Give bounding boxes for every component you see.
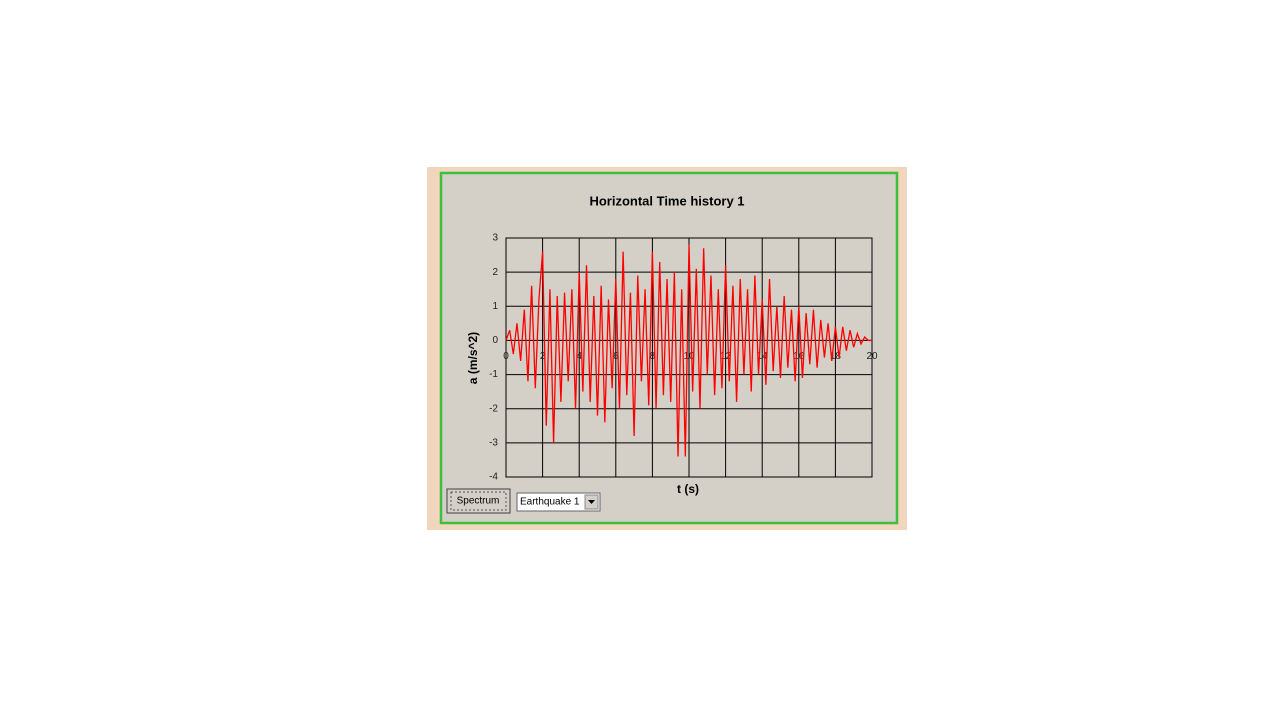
- y-axis-label: a (m/s^2): [466, 332, 480, 384]
- y-tick-label: 1: [492, 301, 498, 312]
- y-tick-label: -3: [489, 437, 498, 448]
- x-tick-label: 20: [866, 351, 878, 362]
- y-tick-label: -2: [489, 403, 498, 414]
- y-tick-label: -4: [489, 472, 498, 483]
- x-tick-label: 10: [683, 351, 695, 362]
- x-tick-label: 2: [540, 351, 546, 362]
- x-tick-label: 4: [576, 351, 582, 362]
- dropdown[interactable]: Earthquake 1: [516, 492, 601, 512]
- dropdown-value[interactable]: Earthquake 1: [520, 497, 580, 508]
- dropdown-box[interactable]: [516, 492, 601, 512]
- chart-title: Horizontal Time history 1: [589, 193, 744, 208]
- button[interactable]: Spectrum: [446, 488, 511, 514]
- y-tick-label: 3: [492, 233, 498, 244]
- x-axis-label: t (s): [677, 482, 699, 496]
- x-tick-label: 8: [650, 351, 656, 362]
- dropdown-arrow: [588, 500, 595, 504]
- button-frame[interactable]: [446, 488, 511, 514]
- y-tick-label: 0: [492, 335, 498, 346]
- x-tick-label: 14: [757, 351, 769, 362]
- x-tick-label: 12: [720, 351, 732, 362]
- x-tick-label: 0: [503, 351, 509, 362]
- x-tick-label: 16: [793, 351, 805, 362]
- x-tick-label: 18: [830, 351, 842, 362]
- button-label[interactable]: Spectrum: [457, 496, 500, 507]
- button-focus: [450, 491, 507, 511]
- y-tick-label: 2: [492, 267, 498, 278]
- data-line: [505, 244, 872, 457]
- y-tick-label: -1: [489, 369, 498, 380]
- x-tick-label: 6: [613, 351, 619, 362]
